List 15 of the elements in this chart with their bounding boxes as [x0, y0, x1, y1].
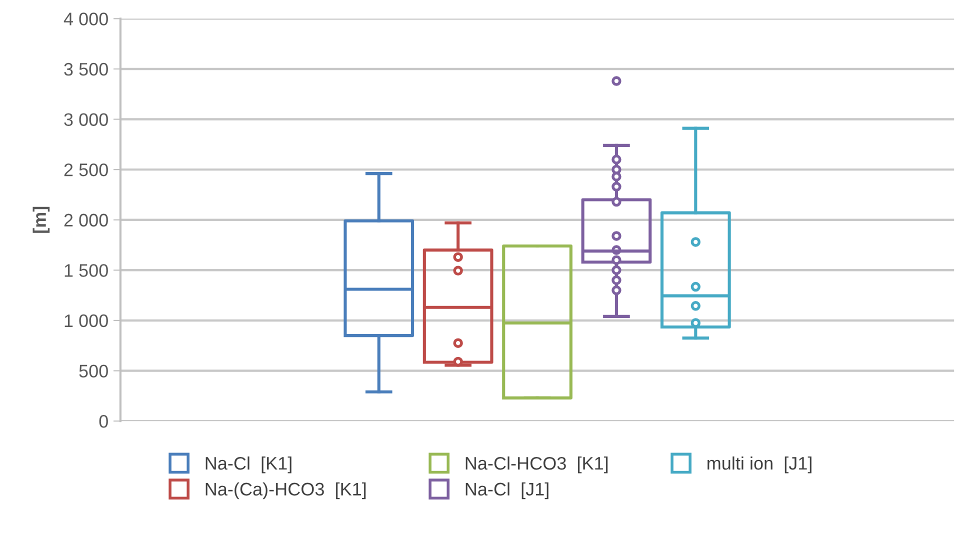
- y-tick-label: 4 000: [64, 12, 108, 26]
- legend-label: Na-Cl-HCO3 [K1]: [466, 456, 608, 474]
- y-tick-label: 2 000: [64, 214, 108, 227]
- legend-label: Na-Cl [K1]: [206, 456, 292, 474]
- legend-label: Na-Cl [J1]: [466, 482, 548, 500]
- y-axis-title: [m]: [32, 206, 50, 233]
- y-tick-label: 1 500: [64, 264, 108, 277]
- y-tick-label: 0: [99, 415, 108, 428]
- y-tick-label: 3 000: [64, 113, 108, 126]
- legend-label: multi ion [J1]: [708, 456, 812, 474]
- legend-label: Na-(Ca)-HCO3 [K1]: [206, 482, 366, 500]
- y-tick-label: 1 000: [64, 314, 108, 328]
- y-tick-label: 500: [79, 364, 108, 378]
- y-tick-label: 3 500: [64, 62, 108, 76]
- y-tick-label: 2 500: [64, 163, 108, 176]
